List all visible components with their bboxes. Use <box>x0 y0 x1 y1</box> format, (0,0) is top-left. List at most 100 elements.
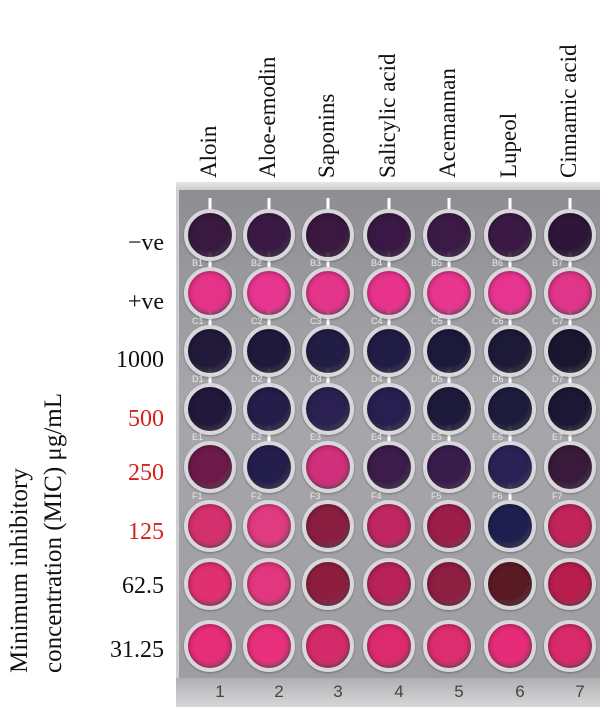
well-code: B4 <box>371 258 383 268</box>
well-code: E7 <box>552 432 564 442</box>
axis-title-line-1: Minimum inhibitory <box>6 468 33 673</box>
well <box>363 267 415 319</box>
well-code: D5 <box>431 374 443 384</box>
well-code: B5 <box>431 258 443 268</box>
well <box>302 267 354 319</box>
well <box>484 558 536 610</box>
well <box>363 620 415 672</box>
well <box>544 558 596 610</box>
well <box>243 441 295 493</box>
well <box>484 500 536 552</box>
well <box>423 209 475 261</box>
well <box>484 441 536 493</box>
column-labels: Aloin Aloe-emodin Saponins Salicylic aci… <box>196 44 581 179</box>
plate-column-number: 2 <box>274 682 284 701</box>
well-code: D7 <box>552 374 564 384</box>
well-code: E5 <box>431 432 443 442</box>
well <box>484 620 536 672</box>
well <box>184 558 236 610</box>
well <box>302 325 354 377</box>
well <box>544 267 596 319</box>
row-label-1000: 1000 <box>116 347 164 373</box>
well <box>184 383 236 435</box>
well <box>484 383 536 435</box>
well-code: D1 <box>192 374 204 384</box>
well <box>484 267 536 319</box>
well-code: C4 <box>371 316 383 326</box>
well <box>423 383 475 435</box>
well-code: D3 <box>310 374 322 384</box>
well <box>243 500 295 552</box>
well <box>302 558 354 610</box>
row-label-62-5: 62.5 <box>122 573 164 599</box>
well <box>302 383 354 435</box>
well-code: C6 <box>492 316 504 326</box>
well <box>243 209 295 261</box>
well-code: D2 <box>251 374 263 384</box>
well <box>184 500 236 552</box>
well <box>423 325 475 377</box>
well-code: C2 <box>251 316 263 326</box>
well <box>363 383 415 435</box>
well <box>544 441 596 493</box>
well-code: F5 <box>431 491 442 501</box>
row-label-125: 125 <box>128 519 164 545</box>
well-code: B2 <box>251 258 263 268</box>
well <box>243 325 295 377</box>
plate-column-number: 4 <box>394 682 404 701</box>
plate-column-number: 3 <box>333 682 343 701</box>
well <box>363 500 415 552</box>
row-label-31-25: 31.25 <box>110 637 164 663</box>
well-code: C1 <box>192 316 204 326</box>
well-code: F6 <box>492 491 503 501</box>
plate-column-number: 1 <box>215 682 225 701</box>
well-code: E3 <box>310 432 322 442</box>
well-code: C7 <box>552 316 564 326</box>
well <box>423 620 475 672</box>
well-code: B1 <box>192 258 204 268</box>
well <box>544 620 596 672</box>
well-code: B7 <box>552 258 564 268</box>
row-label-negative-control: −ve <box>127 230 164 256</box>
well <box>243 383 295 435</box>
well <box>423 441 475 493</box>
well-code: D6 <box>492 374 504 384</box>
well-code: B3 <box>310 258 322 268</box>
well-code: C5 <box>431 316 443 326</box>
well <box>243 558 295 610</box>
plate-column-number: 7 <box>575 682 585 701</box>
plate-bottom-edge <box>176 678 600 707</box>
well <box>363 209 415 261</box>
row-label-positive-control: +ve <box>127 289 164 315</box>
well-code: F7 <box>552 491 563 501</box>
well <box>544 325 596 377</box>
well <box>184 441 236 493</box>
well-code: E1 <box>192 432 204 442</box>
well-code: C3 <box>310 316 322 326</box>
well <box>363 441 415 493</box>
well <box>184 620 236 672</box>
well <box>484 209 536 261</box>
well <box>243 267 295 319</box>
well <box>544 500 596 552</box>
plate-column-number: 6 <box>515 682 525 701</box>
well-code: F4 <box>371 491 382 501</box>
well <box>184 325 236 377</box>
plate-column-number: 5 <box>454 682 464 701</box>
well <box>302 209 354 261</box>
well <box>243 620 295 672</box>
well-code: B6 <box>492 258 504 268</box>
well-code: F3 <box>310 491 321 501</box>
well <box>363 558 415 610</box>
well <box>423 558 475 610</box>
well <box>484 325 536 377</box>
well <box>423 267 475 319</box>
well-code: E2 <box>251 432 263 442</box>
well <box>302 620 354 672</box>
well <box>544 209 596 261</box>
well <box>302 441 354 493</box>
well-code: D4 <box>371 374 383 384</box>
well <box>184 267 236 319</box>
well-code: E4 <box>371 432 383 442</box>
row-label-250: 250 <box>128 460 164 486</box>
